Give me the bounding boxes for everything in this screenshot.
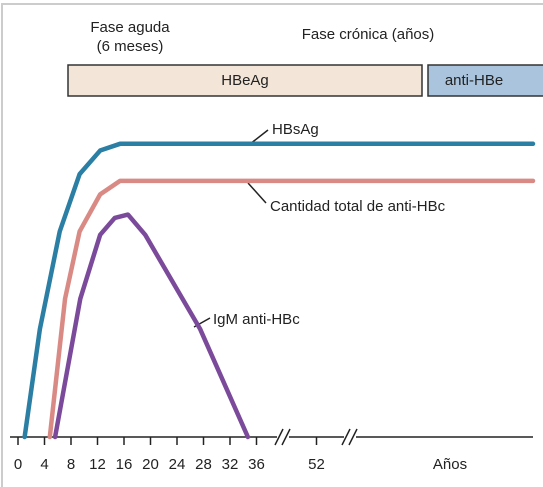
- phase-bar: [427, 64, 543, 97]
- x-tick-label: 8: [67, 456, 75, 473]
- series-label: IgM anti-HBc: [213, 311, 300, 328]
- annotation: Fase aguda: [90, 19, 170, 36]
- line-series: [22, 141, 536, 440]
- annotation: (6 meses): [97, 38, 164, 55]
- x-tick-label: 32: [222, 456, 239, 473]
- frame: [1, 3, 543, 487]
- x-tick-label: 16: [116, 456, 133, 473]
- leader-line: [247, 182, 267, 204]
- x-tick-label: 52: [308, 456, 325, 473]
- line-series: [47, 178, 536, 440]
- x-tick-label: 0: [14, 456, 22, 473]
- x-tick-label: 12: [89, 456, 106, 473]
- axis-break: [281, 428, 291, 446]
- phase-label: anti-HBe: [445, 72, 503, 89]
- x-tick-label: 36: [248, 456, 265, 473]
- x-tick-label: 4: [40, 456, 48, 473]
- phase-label: HBeAg: [221, 72, 269, 89]
- series-label: Cantidad total de anti-HBc: [270, 198, 446, 215]
- axis-break: [348, 428, 358, 446]
- axis-break-gap: [344, 429, 356, 445]
- axis-break: [274, 428, 284, 446]
- phase-bar: [67, 64, 423, 97]
- axis-break-gap: [277, 429, 289, 445]
- x-tick-label: 24: [169, 456, 186, 473]
- line-series: [52, 212, 251, 440]
- series-label: HBsAg: [272, 121, 319, 138]
- x-tick-label: 20: [142, 456, 159, 473]
- axis-break: [341, 428, 351, 446]
- x-tick-label: 28: [195, 456, 212, 473]
- annotation: Fase crónica (años): [302, 26, 435, 43]
- x-axis-label: Años: [433, 456, 467, 473]
